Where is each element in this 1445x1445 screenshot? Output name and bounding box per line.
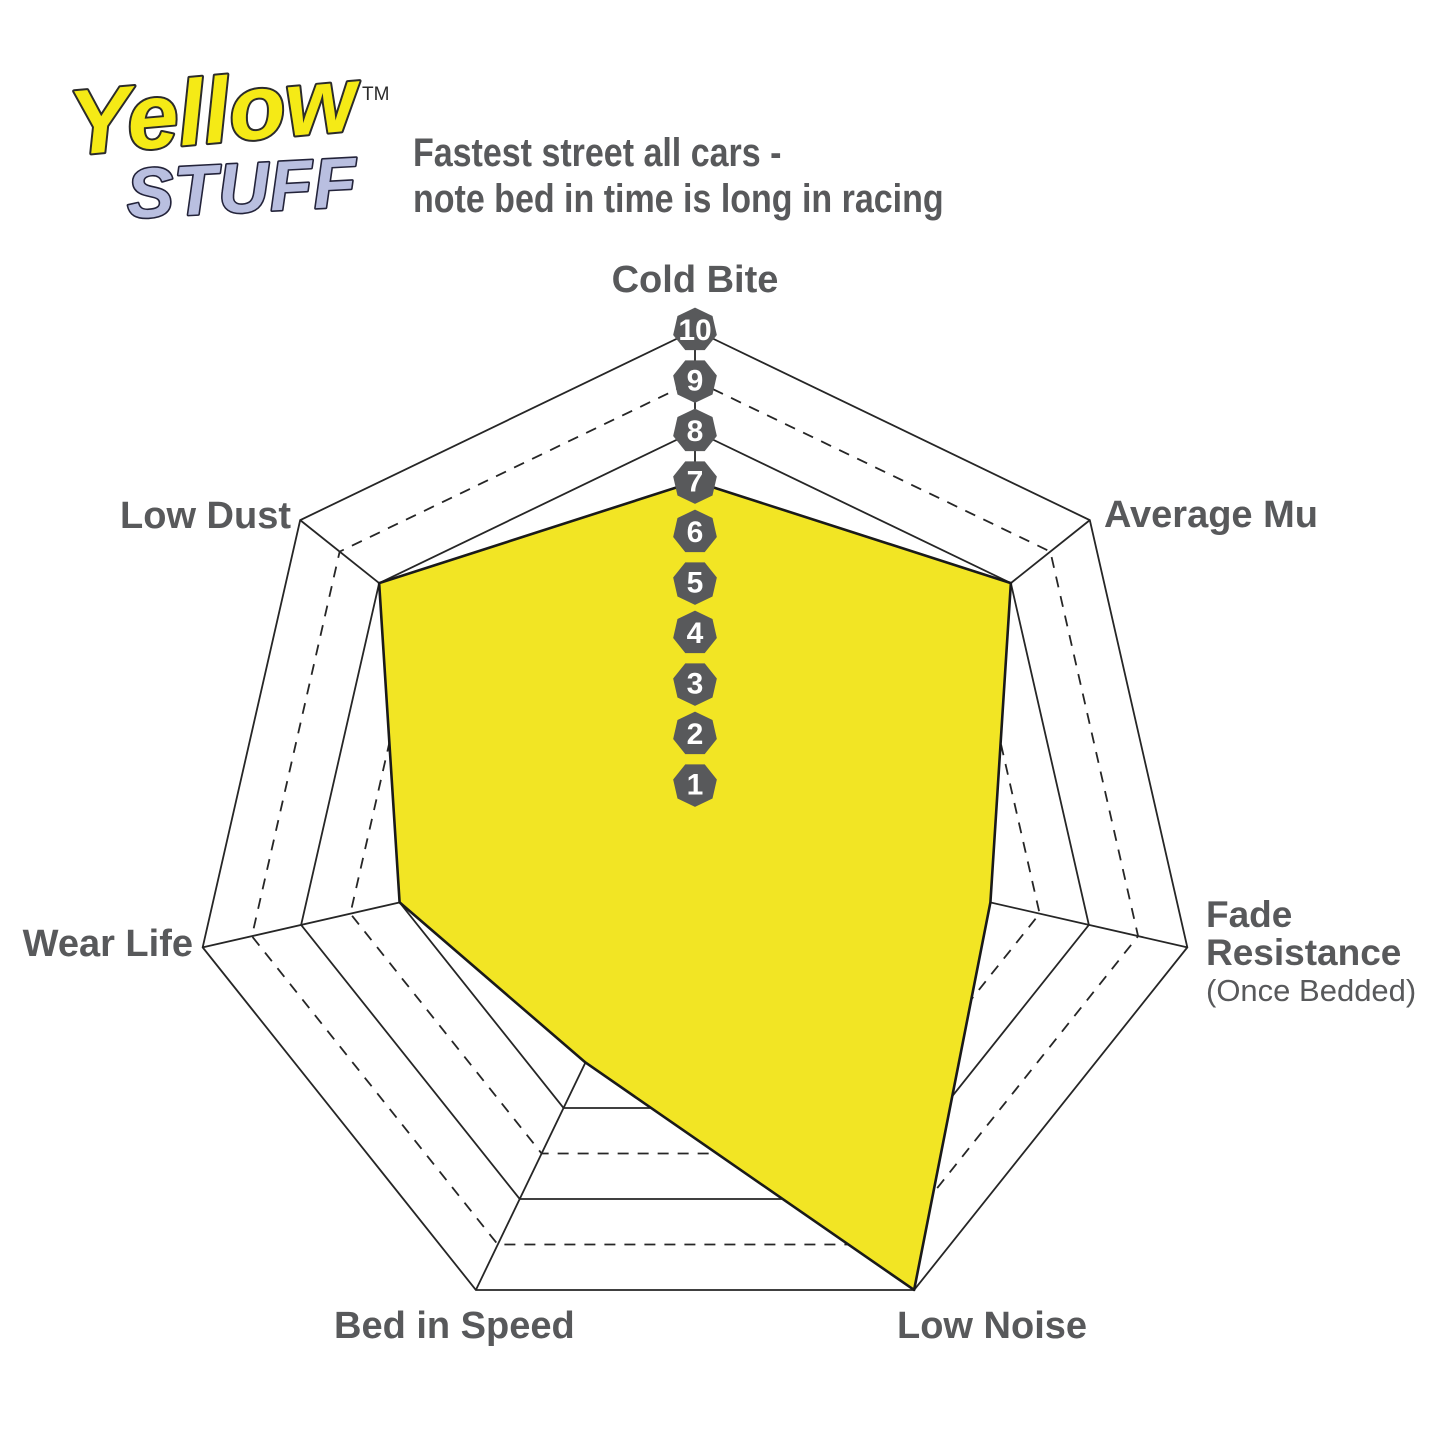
svg-text:2: 2 [687,718,704,751]
svg-text:note bed in time is long in ra: note bed in time is long in racing [413,175,944,220]
svg-text:STUFF: STUFF [125,143,361,233]
svg-text:4: 4 [687,617,704,650]
svg-text:Cold Bite: Cold Bite [612,259,779,301]
svg-text:TM: TM [362,84,389,105]
svg-text:Resistance: Resistance [1206,932,1401,973]
svg-text:9: 9 [687,365,704,398]
svg-text:10: 10 [678,314,711,347]
svg-text:Fade: Fade [1206,894,1292,935]
svg-text:1: 1 [687,769,704,802]
svg-text:Bed in Speed: Bed in Speed [334,1305,575,1347]
svg-text:(Once Bedded): (Once Bedded) [1206,973,1416,1008]
svg-text:3: 3 [687,668,704,701]
svg-text:Wear Life: Wear Life [23,923,193,965]
svg-text:Fastest street all cars -: Fastest street all cars - [413,129,781,174]
svg-text:6: 6 [687,516,704,549]
svg-text:8: 8 [687,415,704,448]
svg-text:5: 5 [687,567,704,600]
svg-text:Low Dust: Low Dust [120,495,291,537]
svg-text:7: 7 [687,466,704,499]
svg-text:Average Mu: Average Mu [1104,494,1318,536]
svg-text:Low Noise: Low Noise [897,1305,1087,1347]
